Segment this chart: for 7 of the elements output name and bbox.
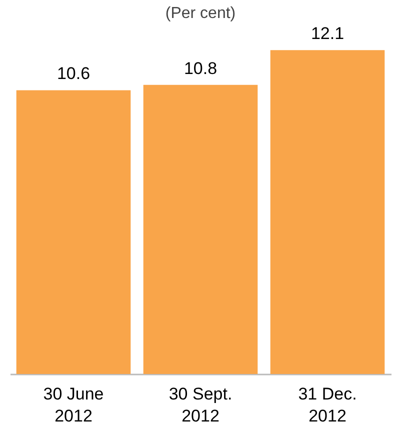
chart-subtitle: (Per cent) [165, 5, 236, 22]
data-label: 10.8 [184, 58, 218, 78]
x-tick-label: 31 Dec. 2012 [298, 384, 357, 426]
data-label: 12.1 [310, 24, 344, 44]
data-label: 10.6 [56, 64, 90, 84]
x-tick-label: 30 Sept. 2012 [168, 384, 232, 426]
x-tick-label: 30 June 2012 [43, 384, 104, 426]
